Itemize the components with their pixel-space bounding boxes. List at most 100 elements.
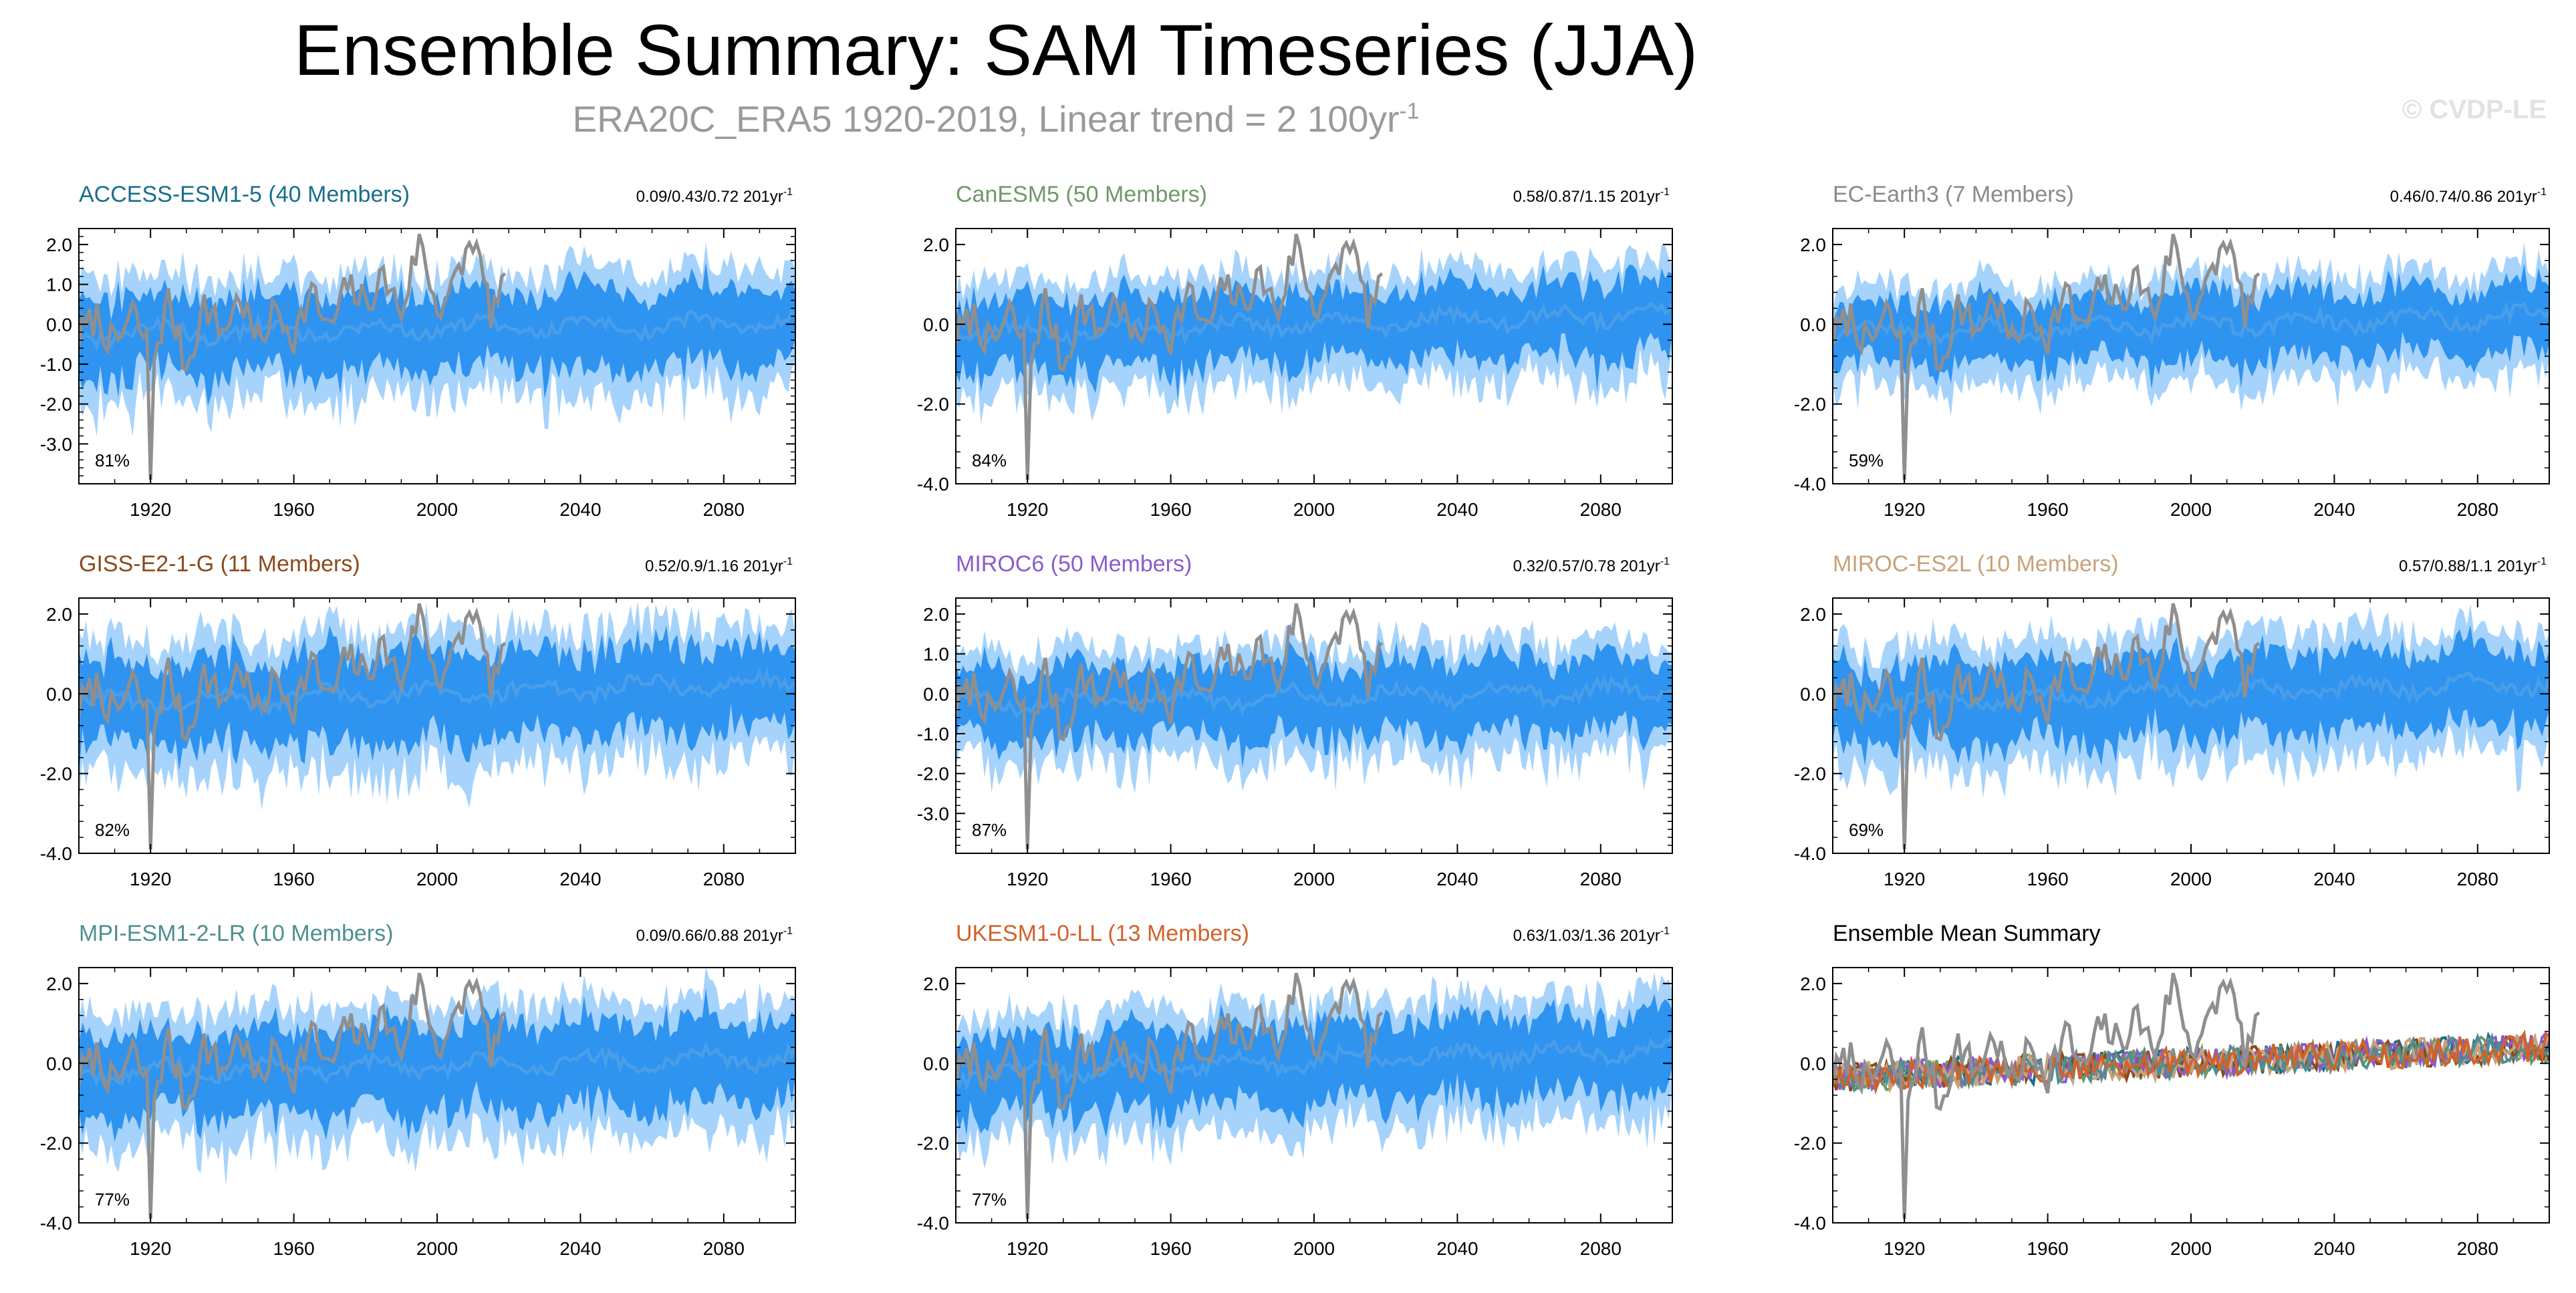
- y-tick-label: -2.0: [917, 1133, 949, 1154]
- y-tick-label: 0.0: [923, 314, 949, 335]
- y-tick-label: 0.0: [923, 1053, 949, 1074]
- y-tick-label: 2.0: [923, 604, 949, 625]
- y-tick-label: -3.0: [917, 803, 949, 824]
- panel-trend-label: 0.09/0.43/0.72 201yr-1: [636, 186, 793, 206]
- panel-title: UKESM1-0-LL (13 Members): [956, 921, 1249, 946]
- panel-6: MIROC-ES2L (10 Members) 0.57/0.88/1.1 201…: [1794, 551, 2550, 889]
- ensemble-range-inner: [956, 265, 1672, 401]
- y-tick-label: -4.0: [1794, 843, 1826, 864]
- panel-percent-label: 82%: [95, 820, 130, 840]
- panel-1: ACCESS-ESM1-5 (40 Members) 0.09/0.43/0.72…: [40, 182, 796, 520]
- plot-area: [79, 601, 795, 850]
- panel-trend-label: 0.46/0.74/0.86 201yr-1: [2390, 186, 2547, 206]
- y-tick-label: -2.0: [1794, 764, 1826, 784]
- plot-area: [1833, 972, 2549, 1219]
- panel-4: GISS-E2-1-G (11 Members) 0.52/0.9/1.16 20…: [40, 551, 796, 889]
- panel-title: GISS-E2-1-G (11 Members): [79, 551, 360, 577]
- x-tick-label: 2080: [1580, 499, 1622, 520]
- y-tick-label: -2.0: [40, 394, 72, 415]
- x-tick-label: 1920: [1007, 869, 1048, 889]
- y-tick-label: 2.0: [1800, 604, 1826, 625]
- y-tick-label: 1.0: [46, 275, 72, 295]
- y-tick-label: 0.0: [46, 684, 72, 704]
- ensemble-range-inner: [79, 261, 795, 406]
- plot-area: [79, 968, 795, 1219]
- observations-line: [1833, 603, 2261, 850]
- panel-percent-label: 69%: [1849, 820, 1884, 840]
- panel-3: EC-Earth3 (7 Members) 0.46/0.74/0.86 201y…: [1794, 182, 2550, 520]
- panel-trend-label: 0.63/1.03/1.36 201yr-1: [1513, 925, 1670, 945]
- x-tick-label: 1920: [1007, 499, 1048, 520]
- y-tick-label: 2.0: [1800, 974, 1826, 994]
- panel-trend-label: 0.52/0.9/1.16 201yr-1: [645, 556, 793, 575]
- y-tick-label: 0.0: [923, 684, 949, 704]
- y-tick-label: -2.0: [40, 764, 72, 784]
- plot-area: [956, 233, 1672, 480]
- x-tick-label: 2040: [559, 1238, 601, 1259]
- x-tick-label: 2000: [416, 499, 458, 520]
- plot-area: [956, 603, 1672, 850]
- panel-title: ACCESS-ESM1-5 (40 Members): [79, 182, 410, 207]
- x-tick-label: 2080: [703, 499, 745, 520]
- panel-title: MPI-ESM1-2-LR (10 Members): [79, 921, 393, 946]
- x-tick-label: 2080: [2457, 869, 2498, 889]
- panel-percent-label: 87%: [972, 820, 1007, 840]
- x-tick-label: 1960: [1150, 499, 1191, 520]
- panel-title: EC-Earth3 (7 Members): [1833, 182, 2074, 207]
- x-tick-label: 1920: [130, 869, 171, 889]
- x-tick-label: 2000: [2170, 1238, 2212, 1259]
- x-tick-label: 2080: [1580, 869, 1622, 889]
- x-tick-label: 2000: [1293, 1238, 1335, 1259]
- panel-trend-label: 0.57/0.88/1.1 201yr-1: [2399, 556, 2547, 575]
- y-tick-label: 2.0: [46, 974, 72, 994]
- x-tick-label: 2000: [2170, 869, 2212, 889]
- x-tick-label: 1920: [1884, 869, 1925, 889]
- y-tick-label: -2.0: [1794, 1133, 1826, 1154]
- y-tick-label: -2.0: [917, 394, 949, 415]
- x-tick-label: 2080: [703, 1238, 745, 1259]
- panel-title: MIROC6 (50 Members): [956, 551, 1192, 577]
- plot-area: [1833, 233, 2549, 480]
- panel-percent-label: 81%: [95, 450, 130, 470]
- y-tick-label: 1.0: [923, 644, 949, 665]
- plot-area: [1833, 603, 2549, 850]
- x-tick-label: 1920: [130, 499, 171, 520]
- panel-title: CanESM5 (50 Members): [956, 182, 1207, 207]
- cvdp-watermark: © CVDP-LE: [2402, 95, 2547, 124]
- x-tick-label: 2080: [1580, 1238, 1622, 1259]
- y-tick-label: 2.0: [923, 974, 949, 994]
- x-tick-label: 1960: [1150, 869, 1191, 889]
- y-tick-label: -2.0: [40, 1133, 72, 1154]
- y-tick-label: -4.0: [40, 1213, 72, 1234]
- y-tick-label: -4.0: [917, 1213, 949, 1234]
- subtitle-text: ERA20C_ERA5 1920-2019, Linear trend = 2 …: [572, 98, 1400, 140]
- y-tick-label: -3.0: [40, 434, 72, 454]
- y-tick-label: 0.0: [46, 314, 72, 335]
- x-tick-label: 1920: [1007, 1238, 1048, 1259]
- y-tick-label: 2.0: [46, 235, 72, 255]
- panel-trend-label: 0.09/0.66/0.88 201yr-1: [636, 925, 793, 945]
- x-tick-label: 1960: [2027, 1238, 2068, 1259]
- x-tick-label: 1960: [273, 869, 314, 889]
- y-tick-label: 2.0: [1800, 235, 1826, 255]
- y-tick-label: 2.0: [923, 235, 949, 255]
- panel-percent-label: 77%: [95, 1189, 130, 1209]
- ensemble-range-inner: [956, 639, 1672, 768]
- y-tick-label: -4.0: [917, 474, 949, 494]
- panel-trend-label: 0.32/0.57/0.78 201yr-1: [1513, 556, 1670, 575]
- x-tick-label: 1920: [1884, 1238, 1925, 1259]
- panel-percent-label: 84%: [972, 450, 1007, 470]
- y-tick-label: 0.0: [1800, 314, 1826, 335]
- x-tick-label: 2000: [1293, 499, 1335, 520]
- panel-percent-label: 77%: [972, 1189, 1007, 1209]
- y-tick-label: -1.0: [917, 724, 949, 744]
- subtitle-superscript: -1: [1399, 98, 1420, 124]
- x-tick-label: 2040: [2313, 499, 2355, 520]
- ensemble-range-inner: [79, 988, 795, 1142]
- x-tick-label: 1920: [1884, 499, 1925, 520]
- observations-line: [79, 233, 507, 480]
- y-tick-label: 0.0: [1800, 1053, 1826, 1074]
- panel-title: MIROC-ES2L (10 Members): [1833, 551, 2119, 577]
- y-tick-label: 0.0: [46, 1053, 72, 1074]
- panel-8: UKESM1-0-LL (13 Members) 0.63/1.03/1.36 2…: [917, 921, 1673, 1259]
